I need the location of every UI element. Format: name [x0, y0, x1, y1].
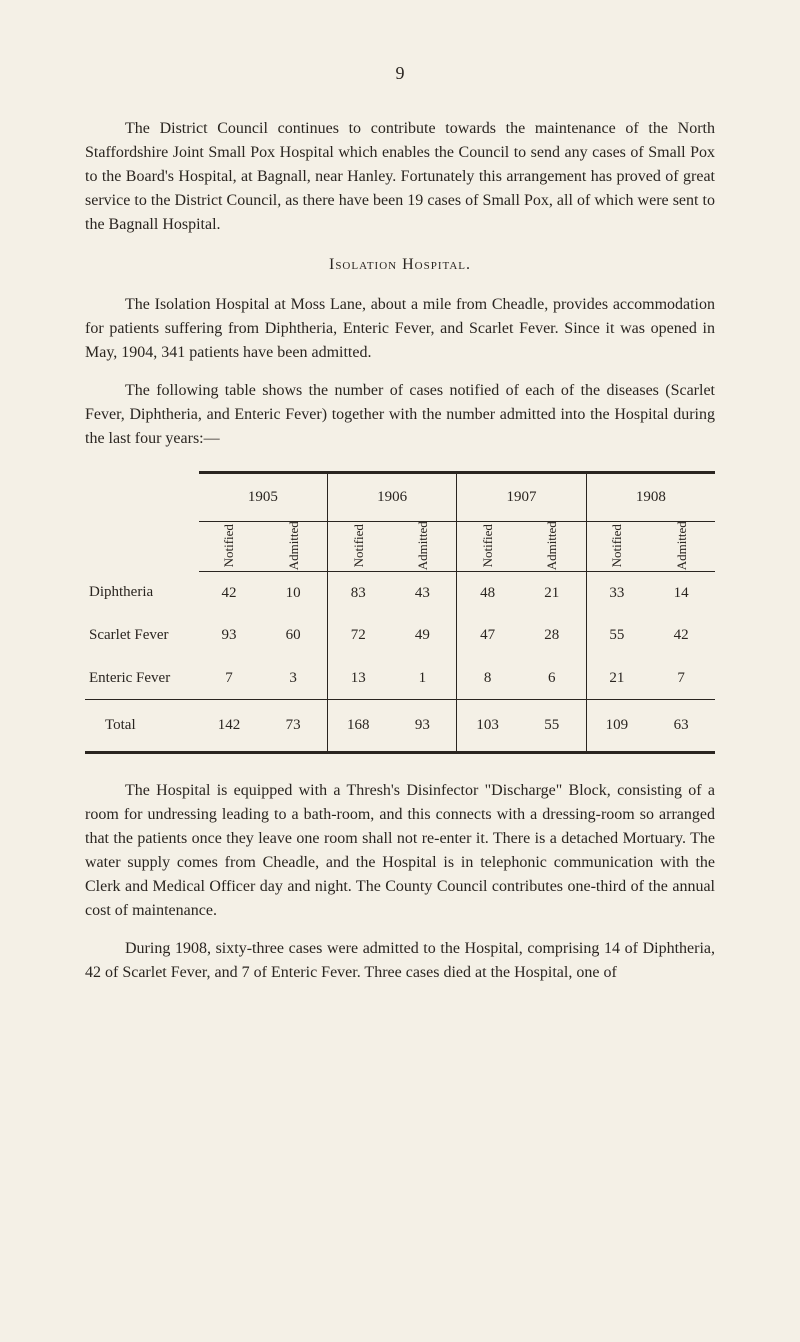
- cell: 28: [518, 614, 586, 657]
- cell: 48: [457, 571, 518, 614]
- cell: 63: [647, 700, 715, 753]
- cell: 47: [457, 614, 518, 657]
- cell: 33: [586, 571, 647, 614]
- table-year-1906: 1906: [328, 473, 457, 522]
- paragraph-4: The Hospital is equipped with a Thresh's…: [85, 779, 715, 923]
- cell: 168: [328, 700, 389, 753]
- table-row-total: Total 142 73 168 93 103 55 109 63: [85, 700, 715, 753]
- row-label: Enteric Fever: [85, 657, 199, 700]
- paragraph-3: The following table shows the number of …: [85, 379, 715, 451]
- table-subheader-notified-1: Notified: [199, 521, 259, 571]
- table-year-1907: 1907: [457, 473, 586, 522]
- table-subheader-notified-2: Notified: [328, 521, 389, 571]
- table-sub-header-row: Notified Admitted Notified Admitted Noti…: [85, 521, 715, 571]
- cell: 7: [199, 657, 259, 700]
- table-row-enteric-fever: Enteric Fever 7 3 13 1 8 6 21 7: [85, 657, 715, 700]
- table-year-header-row: 1905 1906 1907 1908: [85, 473, 715, 522]
- cell: 72: [328, 614, 389, 657]
- cases-table: 1905 1906 1907 1908 Notified Admitted No…: [85, 471, 715, 754]
- cell: 21: [586, 657, 647, 700]
- table-year-1905: 1905: [199, 473, 328, 522]
- table-subheader-notified-4: Notified: [586, 521, 647, 571]
- table-subheader-admitted-2: Admitted: [388, 521, 456, 571]
- cases-table-container: 1905 1906 1907 1908 Notified Admitted No…: [85, 471, 715, 754]
- table-subheader-notified-3: Notified: [457, 521, 518, 571]
- cell: 21: [518, 571, 586, 614]
- table-subheader-admitted-4: Admitted: [647, 521, 715, 571]
- table-row-scarlet-fever: Scarlet Fever 93 60 72 49 47 28 55 42: [85, 614, 715, 657]
- cell: 93: [199, 614, 259, 657]
- cell: 55: [518, 700, 586, 753]
- paragraph-5: During 1908, sixty-three cases were admi…: [85, 937, 715, 985]
- cell: 43: [388, 571, 456, 614]
- row-label: Scarlet Fever: [85, 614, 199, 657]
- cell: 49: [388, 614, 456, 657]
- cell: 7: [647, 657, 715, 700]
- cell: 103: [457, 700, 518, 753]
- cell: 6: [518, 657, 586, 700]
- table-subheader-admitted-3: Admitted: [518, 521, 586, 571]
- table-year-1908: 1908: [586, 473, 715, 522]
- cell: 55: [586, 614, 647, 657]
- paragraph-2: The Isolation Hospital at Moss Lane, abo…: [85, 293, 715, 365]
- section-heading-isolation: Isolation Hospital.: [85, 253, 715, 277]
- cell: 60: [259, 614, 327, 657]
- paragraph-1: The District Council continues to contri…: [85, 117, 715, 237]
- row-label-total: Total: [85, 700, 199, 753]
- cell: 1: [388, 657, 456, 700]
- table-row-diphtheria: Diphtheria 42 10 83 43 48 21 33 14: [85, 571, 715, 614]
- cell: 3: [259, 657, 327, 700]
- cell: 83: [328, 571, 389, 614]
- row-label: Diphtheria: [85, 571, 199, 614]
- cell: 142: [199, 700, 259, 753]
- table-header-blank: [85, 473, 199, 522]
- page-number: 9: [85, 60, 715, 87]
- table-subheader-blank: [85, 521, 199, 571]
- cell: 14: [647, 571, 715, 614]
- cell: 93: [388, 700, 456, 753]
- cell: 10: [259, 571, 327, 614]
- table-subheader-admitted-1: Admitted: [259, 521, 327, 571]
- cell: 8: [457, 657, 518, 700]
- cell: 73: [259, 700, 327, 753]
- cell: 13: [328, 657, 389, 700]
- cell: 42: [647, 614, 715, 657]
- cell: 109: [586, 700, 647, 753]
- cell: 42: [199, 571, 259, 614]
